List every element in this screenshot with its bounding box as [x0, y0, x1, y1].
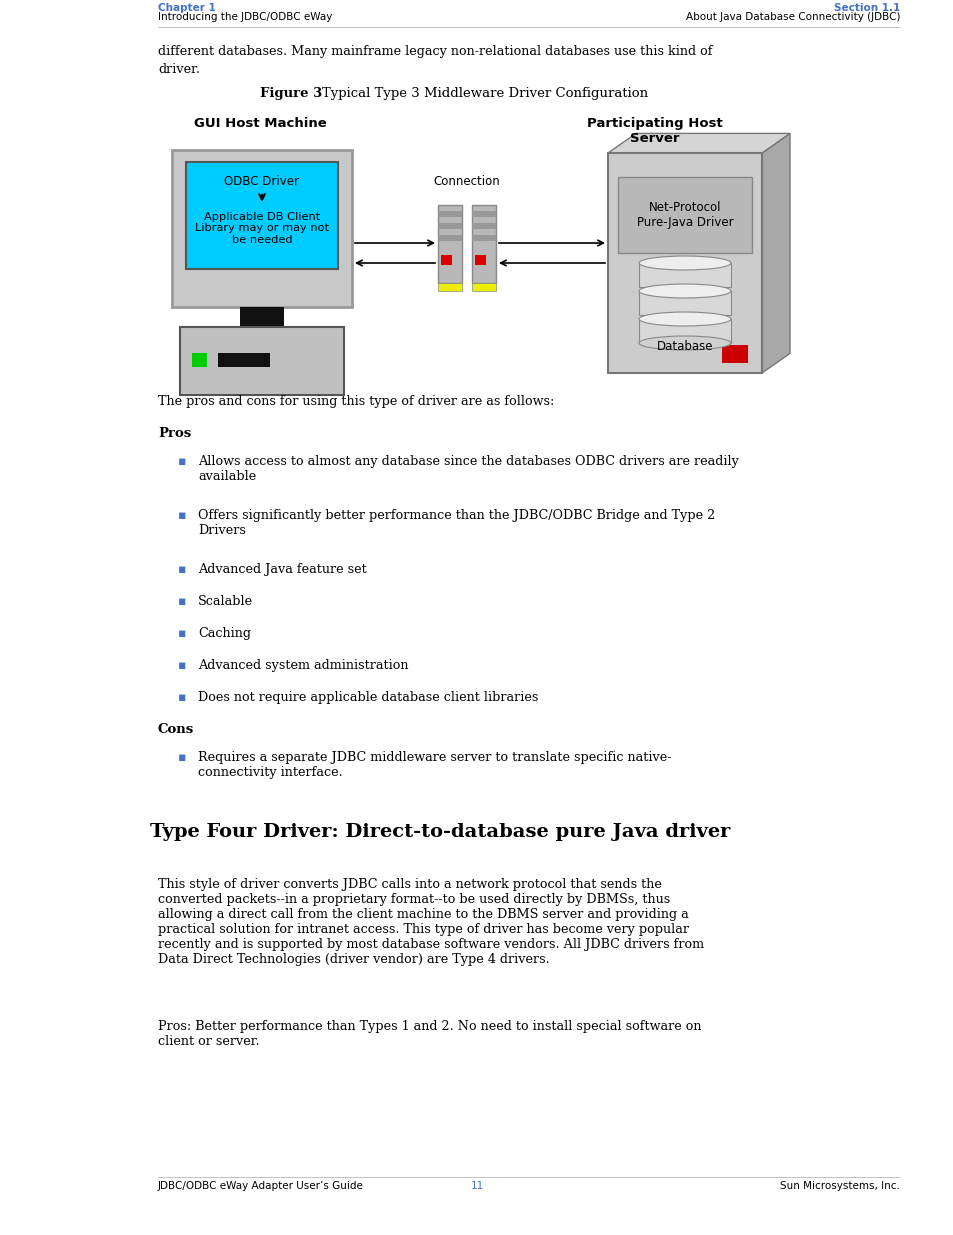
Text: Figure 3: Figure 3 — [260, 86, 322, 100]
FancyBboxPatch shape — [172, 149, 352, 308]
Polygon shape — [761, 133, 789, 373]
Ellipse shape — [639, 312, 730, 326]
Text: Sun Microsystems, Inc.: Sun Microsystems, Inc. — [780, 1181, 899, 1191]
Text: Scalable: Scalable — [198, 595, 253, 608]
FancyBboxPatch shape — [472, 205, 496, 283]
Text: ▪: ▪ — [178, 509, 186, 522]
Bar — [437, 235, 461, 241]
Bar — [639, 319, 730, 343]
Text: Participating Host
Server: Participating Host Server — [586, 117, 722, 144]
Bar — [475, 254, 485, 266]
Text: About Java Database Connectivity (JDBC): About Java Database Connectivity (JDBC) — [685, 12, 899, 22]
Text: ▪: ▪ — [178, 692, 186, 704]
Text: ▪: ▪ — [178, 751, 186, 764]
Text: Advanced Java feature set: Advanced Java feature set — [198, 563, 366, 576]
Text: Offers significantly better performance than the JDBC/ODBC Bridge and Type 2
Dri: Offers significantly better performance … — [198, 509, 715, 537]
Bar — [472, 235, 496, 241]
Text: Introducing the JDBC/ODBC eWay: Introducing the JDBC/ODBC eWay — [158, 12, 332, 22]
Bar — [437, 283, 461, 291]
Bar — [472, 211, 496, 217]
Text: Requires a separate JDBC middleware server to translate specific native-
connect: Requires a separate JDBC middleware serv… — [198, 751, 671, 779]
Text: Applicable DB Client
Library may or may not
be needed: Applicable DB Client Library may or may … — [194, 211, 329, 245]
Ellipse shape — [639, 284, 730, 298]
Ellipse shape — [639, 336, 730, 350]
Text: ▪: ▪ — [178, 563, 186, 576]
Text: ▪: ▪ — [178, 659, 186, 672]
Bar — [639, 291, 730, 315]
Text: Does not require applicable database client libraries: Does not require applicable database cli… — [198, 692, 537, 704]
Text: Connection: Connection — [434, 175, 500, 188]
Text: ▪: ▪ — [178, 595, 186, 608]
Text: Type Four Driver: Direct-to-database pure Java driver: Type Four Driver: Direct-to-database pur… — [150, 823, 730, 841]
Ellipse shape — [639, 256, 730, 270]
Text: Pros: Better performance than Types 1 and 2. No need to install special software: Pros: Better performance than Types 1 an… — [158, 1020, 700, 1049]
Bar — [192, 353, 207, 367]
Bar — [639, 263, 730, 287]
Bar — [472, 224, 496, 228]
FancyBboxPatch shape — [437, 205, 461, 283]
Text: ODBC Driver: ODBC Driver — [224, 175, 299, 188]
Bar — [437, 211, 461, 217]
FancyBboxPatch shape — [186, 162, 337, 269]
Polygon shape — [240, 308, 284, 327]
Text: Chapter 1: Chapter 1 — [158, 2, 215, 14]
Bar — [437, 224, 461, 228]
Bar — [472, 283, 496, 291]
Text: ▪: ▪ — [178, 454, 186, 468]
Text: Section 1.1: Section 1.1 — [833, 2, 899, 14]
Text: Database: Database — [656, 341, 713, 353]
Text: 11: 11 — [470, 1181, 483, 1191]
Text: Advanced system administration: Advanced system administration — [198, 659, 408, 672]
FancyBboxPatch shape — [618, 177, 751, 253]
Text: driver.: driver. — [158, 63, 200, 77]
Bar — [440, 254, 452, 266]
Text: Typical Type 3 Middleware Driver Configuration: Typical Type 3 Middleware Driver Configu… — [322, 86, 647, 100]
Text: Pros: Pros — [158, 427, 191, 440]
FancyBboxPatch shape — [218, 353, 270, 367]
Text: Caching: Caching — [198, 627, 251, 640]
FancyBboxPatch shape — [180, 327, 344, 395]
Text: Net-Protocol
Pure-Java Driver: Net-Protocol Pure-Java Driver — [636, 201, 733, 228]
FancyBboxPatch shape — [607, 153, 761, 373]
Text: different databases. Many mainframe legacy non-relational databases use this kin: different databases. Many mainframe lega… — [158, 44, 712, 58]
Text: Cons: Cons — [158, 722, 194, 736]
Polygon shape — [607, 133, 789, 153]
Text: ▪: ▪ — [178, 627, 186, 640]
Text: Allows access to almost any database since the databases ODBC drivers are readil: Allows access to almost any database sin… — [198, 454, 739, 483]
Bar — [721, 345, 747, 363]
Text: GUI Host Machine: GUI Host Machine — [193, 117, 326, 130]
Text: The pros and cons for using this type of driver are as follows:: The pros and cons for using this type of… — [158, 395, 554, 408]
Text: JDBC/ODBC eWay Adapter User’s Guide: JDBC/ODBC eWay Adapter User’s Guide — [158, 1181, 363, 1191]
Text: This style of driver converts JDBC calls into a network protocol that sends the
: This style of driver converts JDBC calls… — [158, 878, 703, 966]
